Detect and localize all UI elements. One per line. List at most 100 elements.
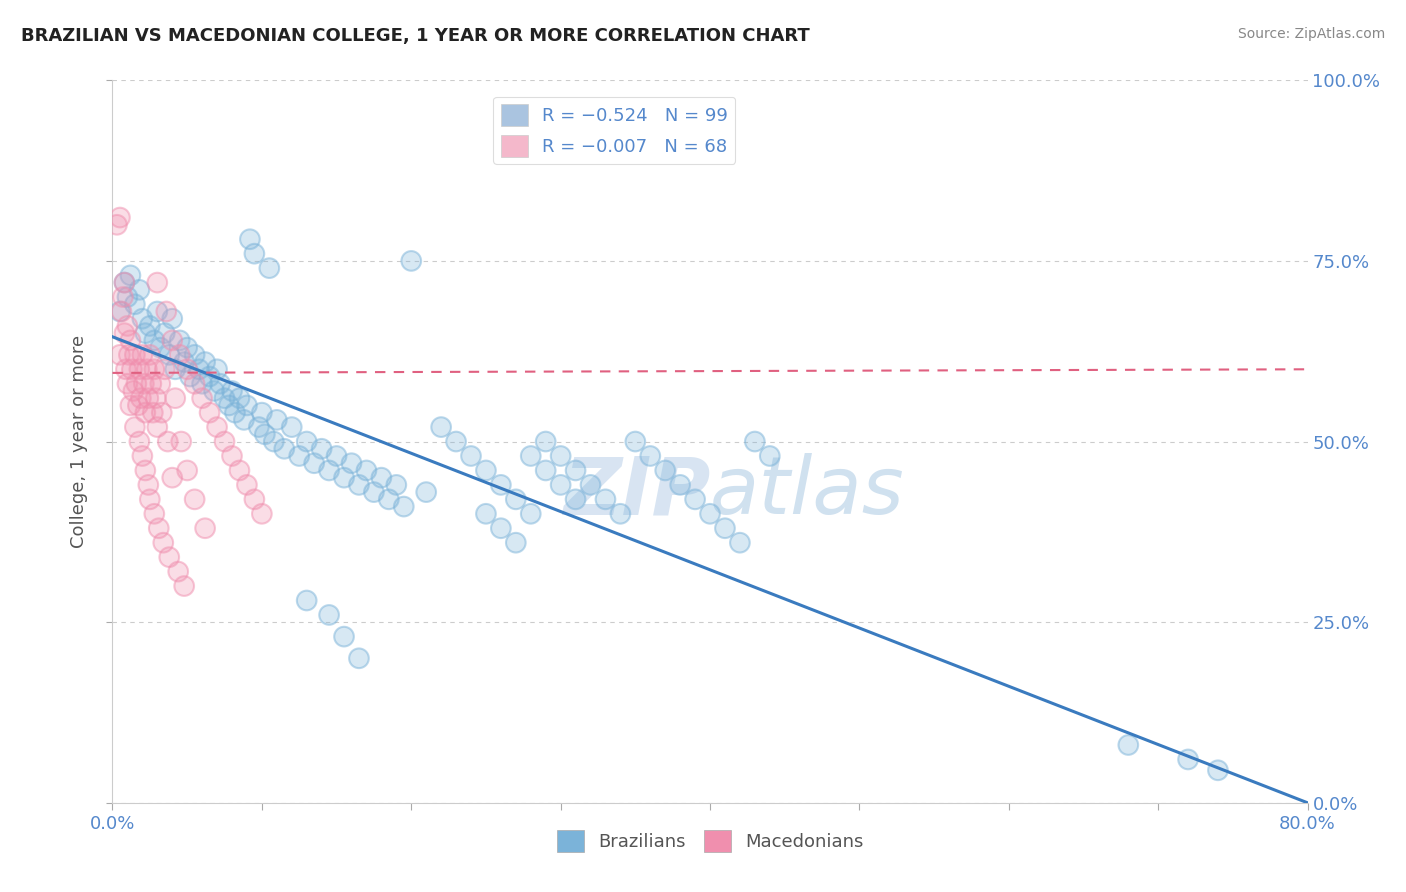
Point (728, 535, 751, 549)
Point (243, 246, 266, 260)
Point (188, 362, 211, 376)
Point (152, 535, 174, 549)
Point (1177, 752, 1199, 766)
Point (153, 326, 176, 340)
Point (152, 535, 174, 549)
Point (224, 406, 246, 420)
Point (131, 449, 153, 463)
Text: ZIP: ZIP (562, 453, 710, 531)
Point (183, 492, 205, 507)
Point (176, 362, 198, 376)
Point (170, 434, 193, 449)
Point (139, 318, 162, 333)
Point (125, 376, 148, 391)
Point (120, 398, 142, 412)
Point (214, 434, 236, 449)
Point (135, 362, 157, 376)
Point (191, 376, 214, 391)
Point (169, 348, 191, 362)
Point (138, 391, 160, 405)
Point (179, 369, 201, 384)
Point (124, 420, 146, 434)
Point (214, 391, 236, 405)
Point (134, 326, 156, 340)
Point (110, 304, 132, 318)
Point (132, 376, 155, 391)
Point (266, 413, 288, 427)
Point (165, 362, 187, 376)
Point (153, 362, 176, 376)
Point (142, 406, 165, 420)
Point (624, 434, 647, 449)
Point (392, 500, 415, 514)
Point (188, 362, 211, 376)
Point (117, 376, 139, 391)
Point (132, 376, 155, 391)
Point (654, 463, 676, 477)
Point (489, 478, 512, 492)
Point (444, 434, 467, 449)
Point (153, 326, 176, 340)
Point (564, 463, 586, 477)
Point (162, 311, 183, 326)
Point (139, 492, 162, 507)
Point (155, 304, 177, 318)
Point (150, 406, 173, 420)
Point (138, 391, 160, 405)
Point (124, 348, 146, 362)
Point (609, 507, 631, 521)
Text: atlas: atlas (710, 453, 905, 531)
Point (122, 384, 145, 398)
Point (149, 341, 172, 355)
Point (127, 398, 149, 412)
Point (236, 478, 259, 492)
Point (295, 593, 318, 607)
Point (120, 268, 142, 283)
Point (114, 276, 135, 290)
Point (401, 253, 423, 268)
Point (683, 492, 706, 507)
Point (121, 362, 143, 376)
Point (228, 463, 250, 477)
Point (356, 463, 378, 477)
Point (564, 492, 586, 507)
Point (266, 413, 288, 427)
Point (205, 362, 228, 376)
Point (520, 507, 543, 521)
Point (125, 376, 148, 391)
Point (714, 521, 737, 535)
Point (564, 492, 586, 507)
Point (318, 607, 340, 622)
Point (139, 348, 162, 362)
Point (153, 362, 176, 376)
Point (224, 406, 246, 420)
Point (534, 463, 557, 477)
Point (114, 276, 135, 290)
Point (157, 348, 180, 362)
Point (489, 521, 512, 535)
Point (253, 427, 276, 442)
Point (520, 507, 543, 521)
Point (263, 434, 285, 449)
Point (534, 434, 557, 449)
Point (173, 355, 195, 369)
Point (131, 449, 153, 463)
Point (205, 362, 228, 376)
Point (221, 384, 243, 398)
Point (165, 391, 187, 405)
Point (128, 362, 150, 376)
Point (149, 376, 172, 391)
Point (124, 420, 146, 434)
Point (273, 442, 295, 456)
Point (370, 470, 392, 484)
Point (609, 507, 631, 521)
Point (475, 507, 498, 521)
Point (191, 391, 214, 405)
Point (281, 420, 304, 434)
Point (117, 318, 139, 333)
Point (1206, 764, 1229, 778)
Point (505, 535, 527, 549)
Point (183, 376, 205, 391)
Point (146, 420, 169, 434)
Point (505, 535, 527, 549)
